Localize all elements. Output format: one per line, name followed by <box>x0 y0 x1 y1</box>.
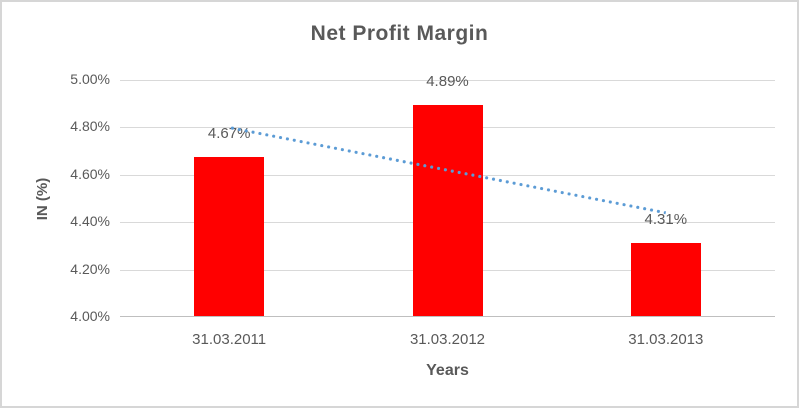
y-tick-label: 4.60% <box>70 165 110 182</box>
x-tick-label: 31.03.2012 <box>409 331 486 348</box>
bar-31.03.2011 <box>194 157 265 316</box>
y-tick-label: 4.20% <box>70 260 110 277</box>
chart-title: Net Profit Margin <box>310 22 489 45</box>
gridline <box>120 80 775 81</box>
x-tick-label: 31.03.2013 <box>628 331 704 348</box>
bar-31.03.2013 <box>630 242 701 316</box>
bar-31.03.2012 <box>412 105 483 316</box>
plot-area: 4.67% 4.89% 4.31% <box>120 73 775 317</box>
y-tick-label: 4.80% <box>70 118 110 135</box>
x-axis-title: Years <box>426 362 469 379</box>
y-tick-label: 4.00% <box>70 308 110 324</box>
x-tick-label: 31.03.2011 <box>192 331 267 348</box>
y-tick-label: 4.40% <box>70 213 110 230</box>
bar-data-label: 4.89% <box>426 73 469 91</box>
bar-data-label: 4.31% <box>644 210 688 228</box>
y-tick-label: 5.00% <box>70 71 110 87</box>
